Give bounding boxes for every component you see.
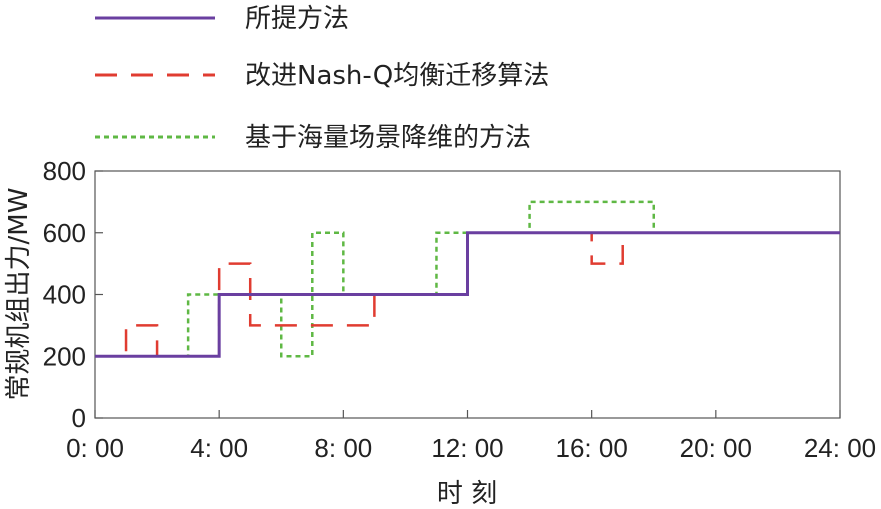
legend-label-series-2: 改进Nash-Q均衡迁移算法 bbox=[245, 61, 549, 91]
series-line-2 bbox=[95, 231, 840, 358]
series-layer bbox=[95, 200, 840, 358]
x-tick-label: 0: 00 bbox=[66, 433, 124, 463]
y-tick-label: 600 bbox=[43, 218, 86, 248]
y-axis-ticks: 0 200 400 600 800 bbox=[43, 156, 103, 433]
x-axis-title: 时 刻 bbox=[437, 479, 497, 509]
y-tick-label: 0 bbox=[72, 403, 86, 433]
x-tick-label: 4: 00 bbox=[190, 433, 248, 463]
y-tick-label: 200 bbox=[43, 341, 86, 371]
x-tick-label: 12: 00 bbox=[431, 433, 503, 463]
legend-label-series-1: 所提方法 bbox=[245, 4, 349, 34]
y-axis-title: 常规机组出力/MW bbox=[4, 188, 34, 401]
series-line-1 bbox=[95, 231, 840, 358]
x-tick-label: 8: 00 bbox=[314, 433, 372, 463]
x-tick-label: 20: 00 bbox=[680, 433, 752, 463]
x-tick-label: 16: 00 bbox=[556, 433, 628, 463]
legend: 所提方法 改进Nash-Q均衡迁移算法 基于海量场景降维的方法 bbox=[95, 4, 549, 153]
x-axis-ticks: 0: 00 4: 00 8: 00 12: 00 16: 00 20: 00 24: 00 bbox=[66, 410, 876, 463]
x-tick-label: 24: 00 bbox=[804, 433, 876, 463]
y-tick-label: 400 bbox=[43, 280, 86, 310]
series-line-3 bbox=[95, 200, 840, 358]
y-tick-label: 800 bbox=[43, 156, 86, 186]
legend-label-series-3: 基于海量场景降维的方法 bbox=[245, 123, 531, 153]
